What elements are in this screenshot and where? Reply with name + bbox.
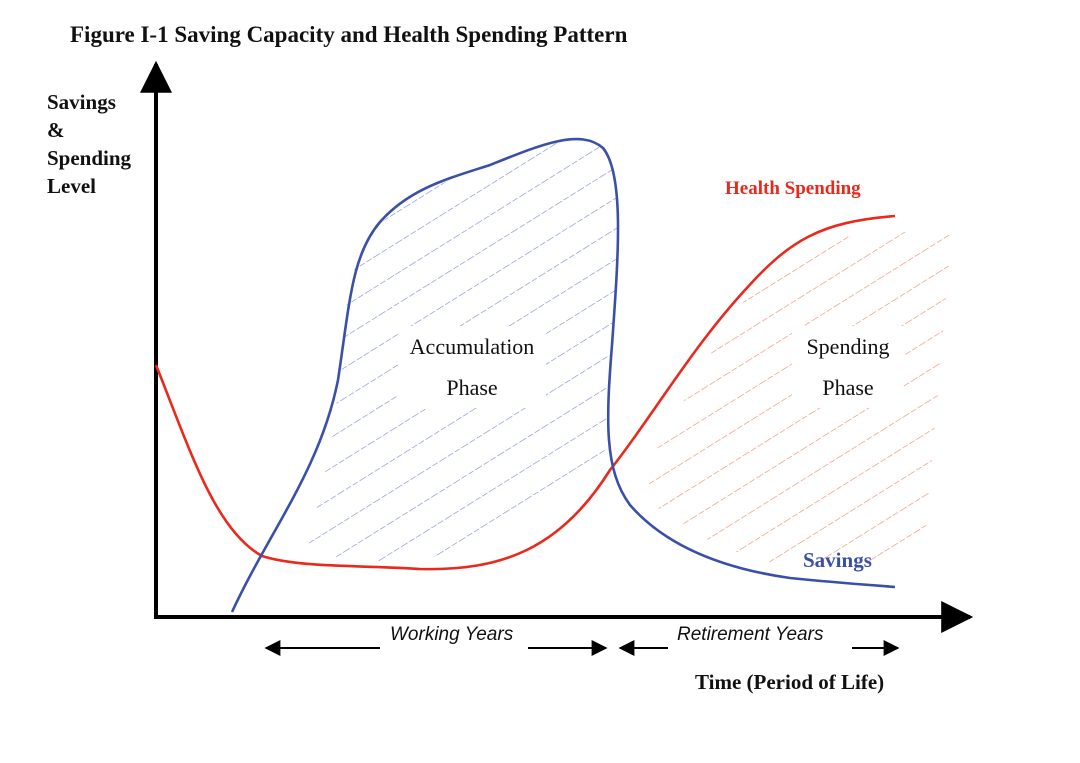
savings-curve bbox=[230, 137, 896, 613]
y-axis-label: Savings & Spending Level bbox=[47, 88, 131, 200]
health-spending-curve bbox=[154, 214, 896, 571]
y-axis-label-line: Spending bbox=[47, 146, 132, 170]
y-axis-label-line: & bbox=[47, 118, 65, 142]
spending-phase-label: Spending Phase bbox=[792, 326, 904, 408]
y-axis-label-line: Level bbox=[47, 174, 96, 198]
accumulation-phase-label: Accumulation Phase bbox=[398, 326, 546, 408]
figure-title: Figure I-1 Saving Capacity and Health Sp… bbox=[70, 22, 628, 47]
working-years-label: Working Years bbox=[390, 624, 514, 646]
spending-phase-line: Phase bbox=[822, 375, 874, 400]
x-axis-label: Time (Period of Life) bbox=[695, 670, 885, 694]
accumulation-phase-line: Accumulation bbox=[409, 334, 535, 359]
health-spending-label: Health Spending bbox=[725, 178, 861, 199]
spending-phase-line: Spending bbox=[806, 334, 890, 359]
savings-label: Savings bbox=[803, 548, 872, 572]
accumulation-phase-line: Phase bbox=[446, 375, 498, 400]
y-axis-label-line: Savings bbox=[47, 90, 116, 114]
retirement-years-label: Retirement Years bbox=[677, 624, 824, 646]
